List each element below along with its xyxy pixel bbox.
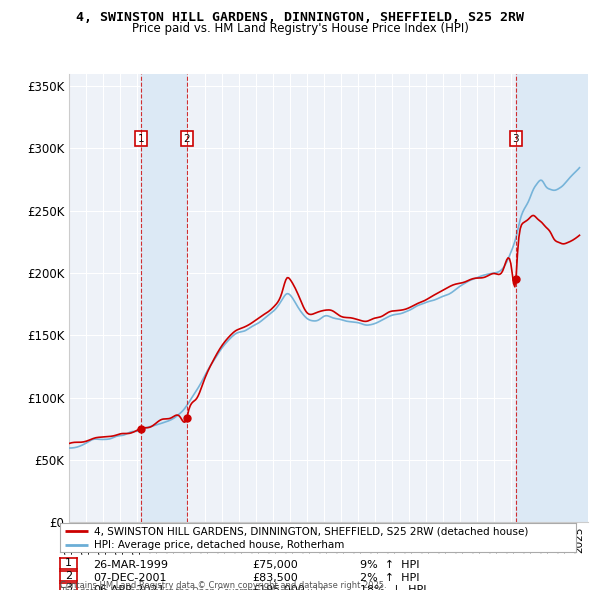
- Text: 26-MAR-1999: 26-MAR-1999: [93, 560, 168, 570]
- Text: This data is licensed under the Open Government Licence v3.0.: This data is licensed under the Open Gov…: [60, 587, 328, 590]
- Text: 1: 1: [137, 134, 144, 144]
- Text: 07-DEC-2001: 07-DEC-2001: [93, 573, 167, 582]
- Text: HPI: Average price, detached house, Rotherham: HPI: Average price, detached house, Roth…: [94, 540, 344, 550]
- Text: 4, SWINSTON HILL GARDENS, DINNINGTON, SHEFFIELD, S25 2RW (detached house): 4, SWINSTON HILL GARDENS, DINNINGTON, SH…: [94, 526, 528, 536]
- Bar: [141, 74, 187, 522]
- Text: 06-APR-2021: 06-APR-2021: [93, 585, 164, 590]
- Text: 9%  ↑  HPI: 9% ↑ HPI: [360, 560, 419, 570]
- Text: 4, SWINSTON HILL GARDENS, DINNINGTON, SHEFFIELD, S25 2RW: 4, SWINSTON HILL GARDENS, DINNINGTON, SH…: [76, 11, 524, 24]
- Text: 1: 1: [65, 559, 72, 568]
- Text: £195,000: £195,000: [252, 585, 305, 590]
- Text: 2%  ↑  HPI: 2% ↑ HPI: [360, 573, 419, 582]
- Text: £83,500: £83,500: [252, 573, 298, 582]
- Text: Contains HM Land Registry data © Crown copyright and database right 2025.: Contains HM Land Registry data © Crown c…: [60, 581, 386, 590]
- Text: 18%  ↓  HPI: 18% ↓ HPI: [360, 585, 427, 590]
- Text: 3: 3: [512, 134, 519, 144]
- Text: 2: 2: [65, 571, 72, 581]
- Bar: [516, 74, 588, 522]
- Text: 2: 2: [184, 134, 190, 144]
- Text: Price paid vs. HM Land Registry's House Price Index (HPI): Price paid vs. HM Land Registry's House …: [131, 22, 469, 35]
- Text: 3: 3: [65, 584, 72, 590]
- Text: £75,000: £75,000: [252, 560, 298, 570]
